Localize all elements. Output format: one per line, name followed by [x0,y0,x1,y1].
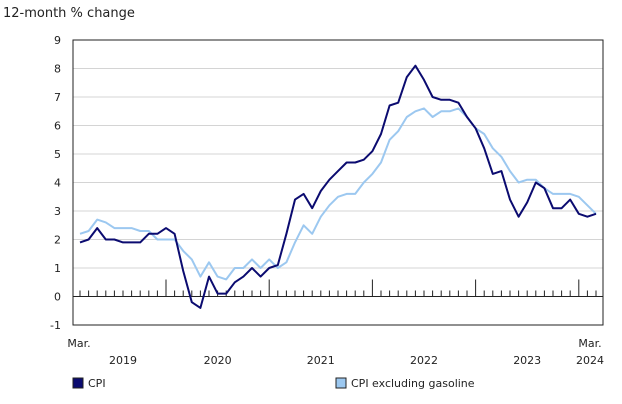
x-year-label: 2021 [307,354,335,367]
y-tick-label: 7 [54,91,61,104]
legend-label-cpi-ex-gasoline: CPI excluding gasoline [351,377,475,390]
y-tick-label: 4 [54,177,61,190]
y-tick-label: 0 [54,291,61,304]
gridlines [73,68,603,297]
y-tick-label: -1 [50,319,61,332]
y-tick-label: 5 [54,148,61,161]
x-year-label: 2024 [576,354,604,367]
x-year-label: 2023 [513,354,541,367]
y-tick-label: 8 [54,63,61,76]
legend-label-cpi: CPI [88,377,106,390]
x-year-label: 2022 [410,354,438,367]
plot-area-frame [72,39,604,326]
x-year-label: 2020 [204,354,232,367]
y-axis-title: 12-month % change [3,6,135,21]
y-tick-label: 9 [54,34,61,47]
series-line-cpi [79,64,597,309]
series-lines [79,64,597,309]
x-axis: 2019 2020 2021 2022 2023 2024 Mar. Mar. [67,279,604,367]
y-axis-ticks: -1 0 1 2 3 4 5 6 7 8 9 [50,34,61,332]
x-end-month-label: Mar. [578,337,601,350]
legend: CPI CPI excluding gasoline [72,377,475,390]
legend-swatch-cpi [72,377,84,389]
legend-swatch-cpi-ex-gasoline [335,377,347,389]
series-line-cpi-ex-gasoline [79,107,597,281]
x-start-month-label: Mar. [67,337,90,350]
x-year-label: 2019 [109,354,137,367]
y-tick-label: 6 [54,120,61,133]
y-tick-label: 3 [54,205,61,218]
y-tick-label: 2 [54,234,61,247]
y-tick-label: 1 [54,262,61,275]
